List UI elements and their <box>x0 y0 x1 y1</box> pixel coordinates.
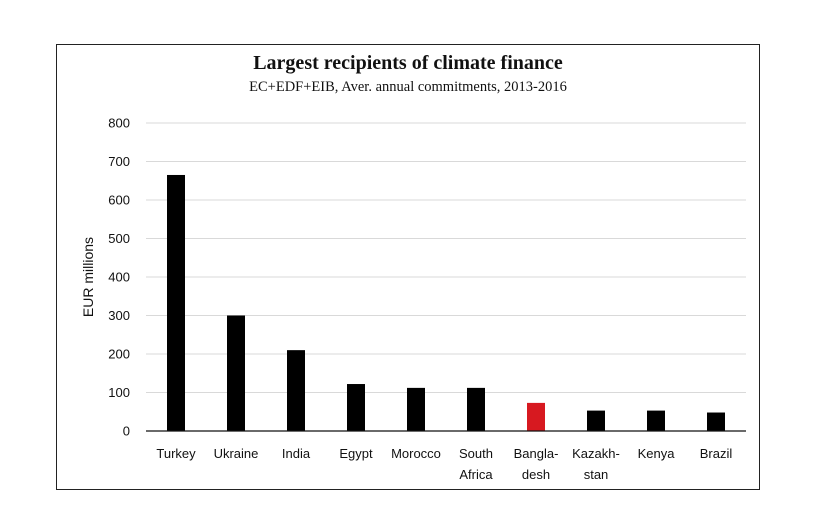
x-tick-label: desh <box>522 467 550 482</box>
x-tick-label: Morocco <box>391 446 441 461</box>
chart-frame <box>56 44 760 490</box>
y-tick-label: 400 <box>108 270 130 285</box>
bar-kazakhstan <box>587 410 605 431</box>
y-tick-label: 300 <box>108 308 130 323</box>
y-tick-label: 600 <box>108 193 130 208</box>
bar-india <box>287 350 305 431</box>
chart-subtitle: EC+EDF+EIB, Aver. annual commitments, 20… <box>249 79 567 95</box>
y-tick-label: 500 <box>108 231 130 246</box>
bar-ukraine <box>227 315 245 431</box>
gridlines <box>146 122 746 393</box>
x-tick-label: Kenya <box>638 446 676 461</box>
y-axis-label: EUR millions <box>80 237 96 317</box>
x-tick-label: South <box>459 446 493 461</box>
y-tick-label: 100 <box>108 385 130 400</box>
y-axis-ticks: 0 100 200 300 400 500 600 700 800 <box>108 116 130 439</box>
y-tick-label: 700 <box>108 154 130 169</box>
x-tick-label: Ukraine <box>214 446 259 461</box>
bars <box>167 174 725 431</box>
x-tick-label: India <box>282 446 311 461</box>
chart-title: Largest recipients of climate finance <box>253 52 563 74</box>
x-tick-label: Bangla- <box>514 446 559 461</box>
x-tick-label: stan <box>584 467 609 482</box>
bar-bangladesh <box>527 402 545 431</box>
y-tick-label: 800 <box>108 116 130 131</box>
x-tick-label: Kazakh- <box>572 446 620 461</box>
x-axis-labels: Turkey Ukraine India Egypt Morocco South Afric… <box>156 446 732 482</box>
y-tick-label: 200 <box>108 347 130 362</box>
bar-egypt <box>347 384 365 431</box>
x-tick-label: Egypt <box>339 446 373 461</box>
bar-turkey <box>167 174 185 431</box>
bar-kenya <box>647 410 665 431</box>
y-tick-label: 0 <box>123 424 130 439</box>
x-tick-label: Africa <box>459 467 493 482</box>
bar-brazil <box>707 412 725 431</box>
bar-morocco <box>407 387 425 431</box>
x-tick-label: Turkey <box>156 446 196 461</box>
bar-southafrica <box>467 387 485 431</box>
x-tick-label: Brazil <box>700 446 733 461</box>
